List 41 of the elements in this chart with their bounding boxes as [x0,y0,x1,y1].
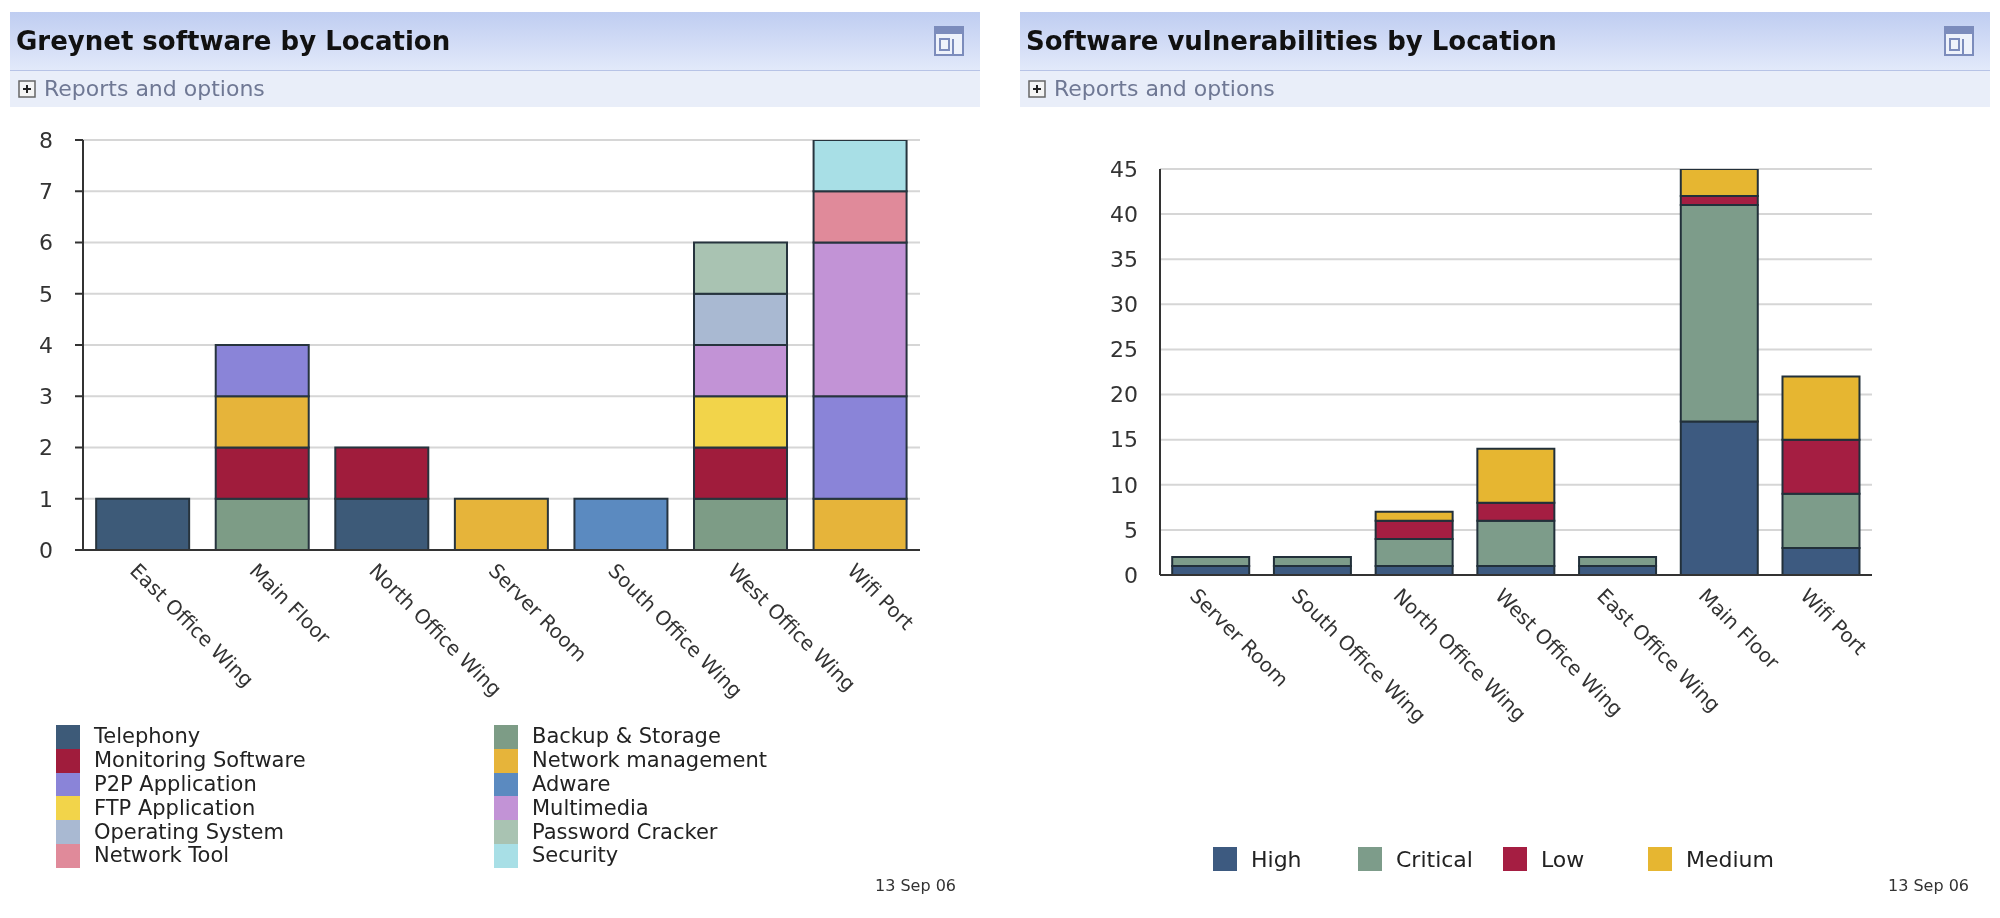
legend-label: FTP Application [94,795,256,820]
legend-label: Adware [532,771,611,796]
legend-label: Backup & Storage [532,724,721,749]
y-tick-label: 0 [1124,562,1138,588]
y-tick-label: 20 [1110,382,1138,408]
legend-label: Medium [1686,846,1774,872]
legend-label: Critical [1396,846,1473,872]
y-tick-label: 4 [39,332,53,358]
text: 13 Sep 06 [1887,876,1969,895]
chart-title: Software vulnerabilities by Location [1026,25,1557,58]
legend-label: Security [532,843,619,868]
y-tick-label: 25 [1110,337,1138,363]
legend-label: Multimedia [532,795,649,820]
y-tick-label: 0 [39,537,53,563]
chart-subtitle: Reports and options [44,75,265,103]
y-tick-label: 3 [39,384,53,410]
y-tick-label: 2 [39,435,53,461]
y-tick-label: 15 [1110,427,1138,453]
y-tick-label: 40 [1110,201,1138,227]
y-tick-label: 6 [39,230,53,256]
legend-label: P2P Application [94,771,257,796]
legend-label: Operating System [94,819,284,844]
legend-label: Low [1541,846,1585,872]
chart-subtitle: Reports and options [1054,75,1275,103]
y-tick-label: 8 [39,127,53,153]
y-tick-label: 35 [1110,247,1138,273]
legend-label: Telephony [94,724,201,749]
text: 13 Sep 06 [874,876,956,895]
y-tick-label: 7 [39,179,53,205]
legend-label: Monitoring Software [94,748,306,773]
legend-label: High [1251,846,1302,872]
y-tick-label: 5 [39,281,53,307]
y-tick-label: 30 [1110,292,1138,318]
y-tick-label: 5 [1124,517,1138,543]
legend-label: Network Tool [94,843,230,868]
legend-label: Password Cracker [532,819,718,844]
y-tick-label: 10 [1110,472,1138,498]
legend-label: Network management [532,748,768,773]
y-tick-label: 45 [1110,156,1138,182]
y-tick-label: 1 [39,486,53,512]
chart-title: Greynet software by Location [16,25,451,58]
